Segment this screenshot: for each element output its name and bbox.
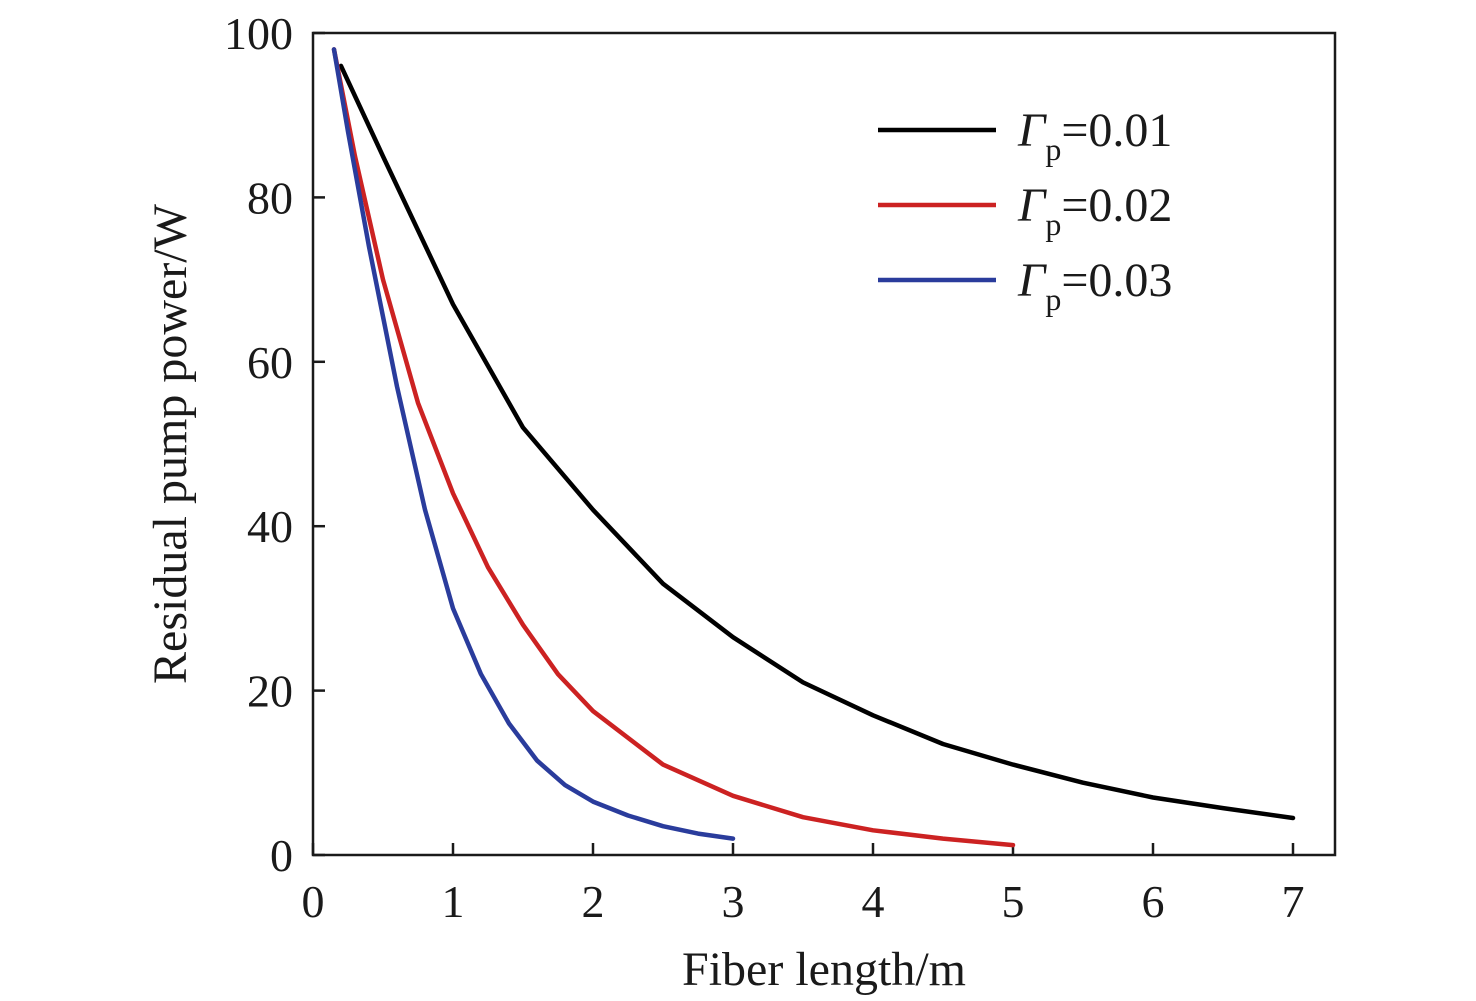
y-tick-label: 40: [247, 501, 293, 552]
x-tick-label: 5: [1002, 876, 1025, 927]
legend-symbol: Γ: [1017, 104, 1047, 157]
legend-symbol: Γ: [1017, 179, 1047, 232]
x-tick-label: 7: [1282, 876, 1305, 927]
series-line-1: [338, 63, 1296, 821]
series-lines: [331, 47, 1296, 848]
x-tick-label: 1: [442, 876, 465, 927]
legend-value: =0.03: [1061, 254, 1172, 307]
axis-ticks: [311, 31, 1295, 857]
y-tick-label: 80: [247, 172, 293, 223]
legend-label-3: Γp=0.03: [1017, 254, 1172, 317]
legend-symbol: Γ: [1017, 254, 1047, 307]
y-tick-labels: 0 20 40 60 80 100: [224, 8, 293, 881]
y-tick-label: 20: [247, 666, 293, 717]
x-tick-label: 0: [302, 876, 325, 927]
legend-value: =0.02: [1061, 179, 1172, 232]
y-tick-label: 100: [224, 8, 293, 59]
x-axis-label: Fiber length/m: [682, 943, 966, 996]
legend-subscript: p: [1045, 131, 1061, 167]
x-tick-labels: 0 1 2 3 4 5 6 7: [302, 876, 1305, 927]
y-tick-label: 0: [270, 830, 293, 881]
y-tick-label: 60: [247, 337, 293, 388]
plot-frame: [311, 31, 1337, 857]
x-tick-label: 2: [582, 876, 605, 927]
legend-label-1: Γp=0.01: [1017, 104, 1172, 167]
legend-subscript: p: [1045, 281, 1061, 317]
x-tick-label: 3: [722, 876, 745, 927]
x-tick-label: 4: [862, 876, 885, 927]
series-line-3: [331, 47, 736, 841]
y-axis-label: Residual pump power/W: [144, 203, 197, 684]
legend-subscript: p: [1045, 206, 1061, 242]
legend-value: =0.01: [1061, 104, 1172, 157]
series-line-2: [331, 47, 1016, 848]
legend-label-2: Γp=0.02: [1017, 179, 1172, 242]
x-tick-label: 6: [1142, 876, 1165, 927]
